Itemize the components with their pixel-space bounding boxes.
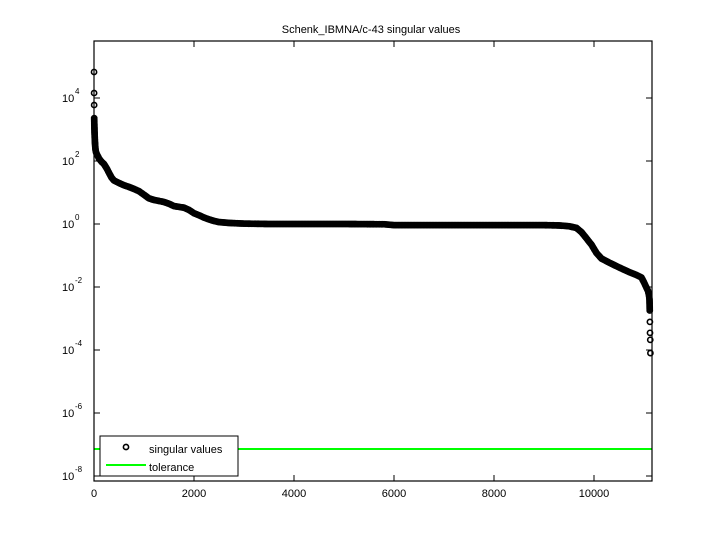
y-tick-label: 10 [62,156,74,168]
x-tick-label: 2000 [182,488,206,500]
y-tick-exponent: -6 [75,402,83,411]
data-series-layer [90,68,654,450]
x-tick-label: 10000 [579,488,610,500]
legend-label-singular-values: singular values [149,444,223,456]
legend-marker-icon [122,443,130,451]
y-tick-exponent: -4 [75,339,83,348]
y-tick-exponent: 4 [75,87,80,96]
y-tick-label: 10 [62,282,74,294]
y-tick-exponent: 0 [75,213,80,222]
y-tick-exponent: 2 [75,150,80,159]
legend-box [99,435,239,477]
y-tick-label: 10 [62,219,74,231]
y-tick-label: 10 [62,408,74,420]
legend: singular values tolerance [99,435,239,477]
x-axis: 0 2000 4000 6000 8000 10000 [91,41,609,500]
singular-values-markers [90,68,654,357]
x-tick-label: 6000 [382,488,406,500]
x-tick-label: 8000 [482,488,506,500]
y-tick-exponent: -2 [75,276,83,285]
y-tick-label: 10 [62,345,74,357]
y-tick-label: 10 [62,471,74,483]
x-tick-label: 4000 [282,488,306,500]
chart-title: Schenk_IBMNA/c-43 singular values [282,24,461,36]
y-tick-exponent: -8 [75,465,83,474]
x-tick-label: 0 [91,488,97,500]
legend-label-tolerance: tolerance [149,462,194,474]
plot-frame [93,40,653,482]
y-tick-label: 10 [62,93,74,105]
